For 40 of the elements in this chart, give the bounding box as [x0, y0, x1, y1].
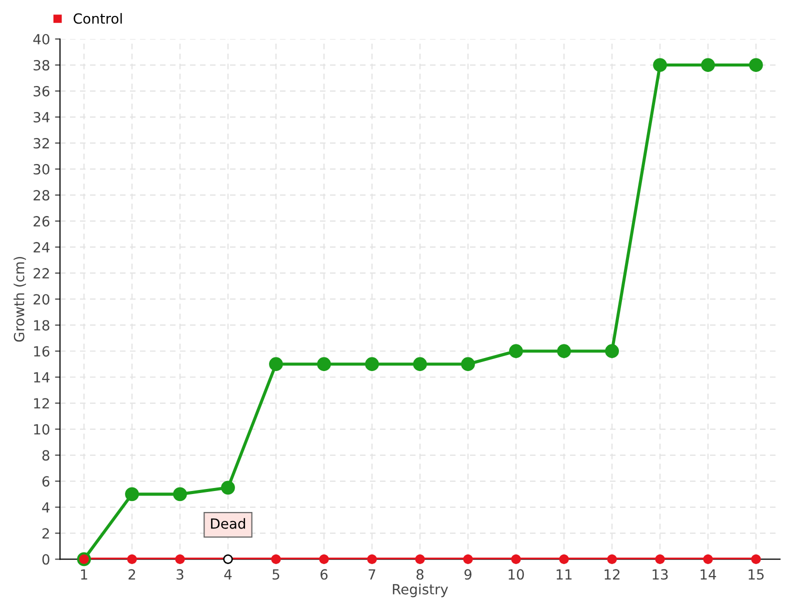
y-axis-title: Growth (cm) [14, 256, 26, 342]
y-tick-label: 0 [42, 554, 50, 565]
y-tick-label: 2 [42, 528, 49, 538]
y-tick-label: 34 [34, 112, 50, 123]
y-tick-label: 30 [34, 164, 50, 175]
y-tick-label: 12 [34, 398, 49, 408]
y-tick-label: 22 [34, 268, 49, 278]
x-tick-label: 15 [748, 569, 764, 580]
y-tick-label: 24 [34, 242, 50, 252]
x-tick-label: 4 [224, 569, 232, 580]
x-tick-label: 6 [320, 569, 328, 580]
x-tick-label: 1 [81, 569, 88, 580]
y-tick-label: 18 [34, 320, 50, 331]
x-tick-label: 9 [464, 569, 472, 580]
y-tick-label: 14 [34, 372, 50, 382]
x-tick-label: 7 [368, 569, 376, 580]
y-tick-label: 38 [34, 60, 50, 70]
y-tick-label: 4 [42, 502, 50, 512]
y-tick-label: 8 [42, 450, 50, 461]
x-tick-label: 11 [556, 569, 572, 580]
x-tick-label: 14 [700, 569, 716, 580]
x-tick-label: 13 [652, 569, 668, 580]
y-tick-label: 28 [34, 190, 50, 201]
x-tick-label: 3 [176, 569, 184, 580]
y-tick-label: 32 [34, 138, 49, 149]
x-tick-label: 8 [416, 569, 424, 580]
y-tick-label: 10 [34, 424, 50, 435]
x-tick-label: 12 [604, 569, 620, 580]
x-tick-label: 10 [508, 569, 524, 580]
annotation: Dead [211, 518, 246, 529]
y-tick-label: 26 [34, 216, 50, 227]
y-tick-label: 36 [34, 86, 50, 96]
legend-label: Control [74, 13, 122, 24]
x-axis-title: Registry [392, 584, 448, 598]
y-tick-label: 16 [34, 346, 50, 357]
x-tick-label: 2 [128, 569, 136, 580]
y-tick-label: 40 [33, 34, 50, 44]
y-tick-label: 6 [42, 476, 50, 487]
y-tick-label: 20 [34, 294, 50, 305]
x-tick-label: 5 [272, 569, 280, 580]
